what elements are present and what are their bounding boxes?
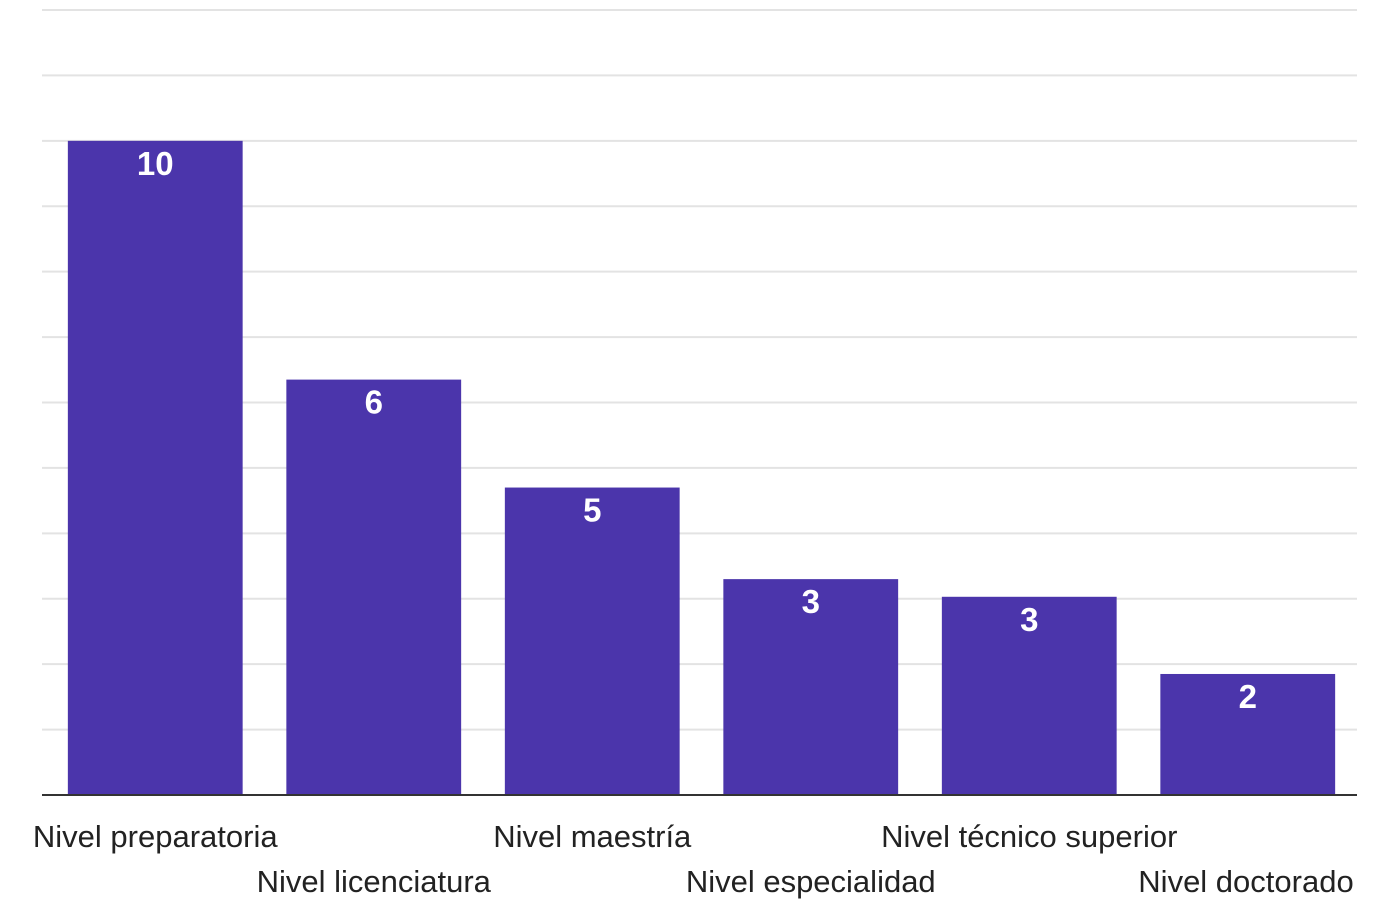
bars: 10 6 5 3 3 2 bbox=[67, 140, 1336, 796]
bar bbox=[67, 140, 243, 796]
bar bbox=[504, 487, 680, 795]
x-tick-label: Nivel doctorado bbox=[1138, 864, 1353, 899]
bar bbox=[286, 379, 462, 795]
x-tick-label: Nivel preparatoria bbox=[33, 819, 278, 854]
bar-value-label: 10 bbox=[137, 145, 174, 182]
bar-value-label: 3 bbox=[1020, 601, 1038, 638]
bar-value-label: 6 bbox=[365, 384, 383, 421]
bar-value-label: 5 bbox=[583, 492, 601, 529]
bar-value-label: 3 bbox=[802, 583, 820, 620]
x-tick-label: Nivel técnico superior bbox=[881, 819, 1177, 854]
bar bbox=[723, 579, 899, 795]
x-tick-label: Nivel especialidad bbox=[686, 864, 936, 899]
bar-value-label: 2 bbox=[1239, 678, 1257, 715]
gridlines bbox=[42, 9, 1357, 731]
bar bbox=[1160, 673, 1336, 795]
bar bbox=[941, 596, 1117, 795]
x-tick-label: Nivel licenciatura bbox=[257, 864, 492, 899]
x-tick-label: Nivel maestría bbox=[493, 819, 692, 854]
